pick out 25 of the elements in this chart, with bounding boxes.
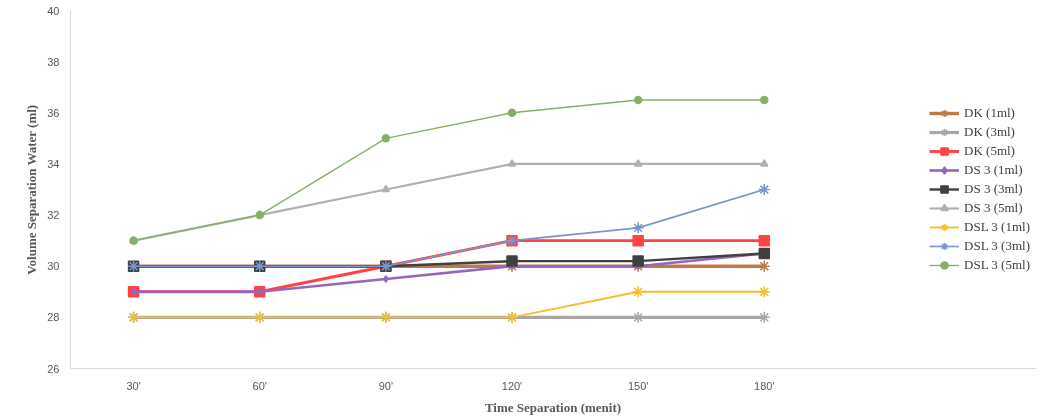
- legend-label: DSL 3 (3ml): [964, 237, 1030, 255]
- legend-label: DK (5ml): [964, 142, 1015, 160]
- x-tick-label: 120': [501, 379, 523, 392]
- x-tick-label: 150': [627, 379, 649, 392]
- x-tick-label: 60': [252, 379, 267, 392]
- y-axis-title: Volume Separation Water (ml): [24, 104, 40, 275]
- x-tick-label: 30': [126, 379, 141, 392]
- legend-label: DK (1ml): [964, 104, 1015, 122]
- legend-label: DS 3 (5ml): [964, 199, 1023, 217]
- x-tick-label: 90': [378, 379, 394, 392]
- legend-label: DSL 3 (1ml): [964, 218, 1030, 236]
- legend-label: DSL 3 (5ml): [964, 256, 1030, 274]
- x-axis-title: Time Separation (menit): [484, 399, 622, 415]
- y-tick-label: 40: [47, 4, 60, 17]
- y-tick-label: 32: [47, 209, 60, 222]
- y-tick-label: 30: [47, 260, 60, 273]
- y-tick-label: 26: [47, 362, 60, 375]
- y-tick-label: 34: [47, 157, 60, 170]
- x-tick-label: 180': [754, 379, 775, 392]
- legend-label: DS 3 (3ml): [964, 180, 1023, 198]
- y-tick-label: 36: [47, 106, 60, 119]
- y-tick-label: 38: [47, 55, 60, 68]
- legend-label: DS 3 (1ml): [964, 161, 1023, 179]
- y-tick-label: 28: [47, 311, 60, 324]
- legend-label: DK (3ml): [964, 123, 1015, 141]
